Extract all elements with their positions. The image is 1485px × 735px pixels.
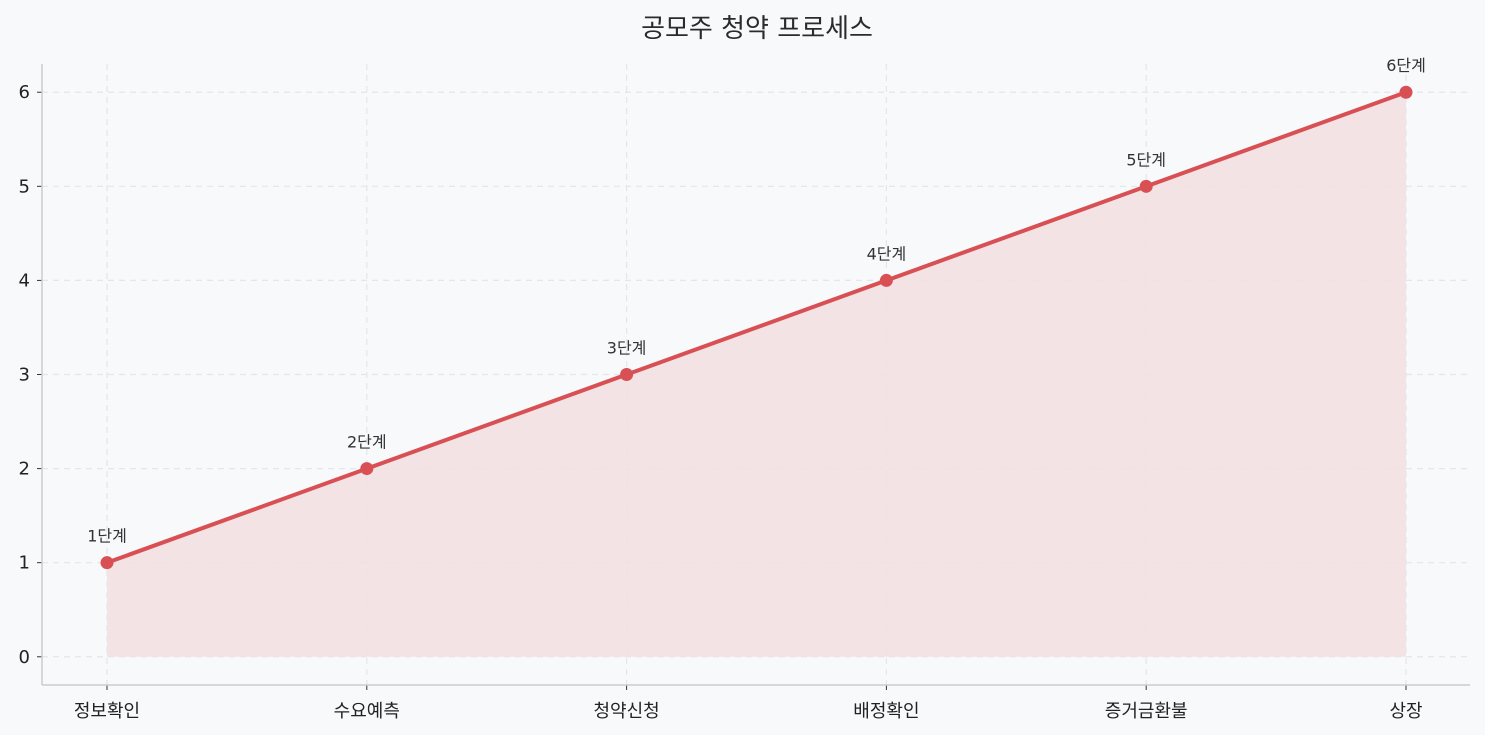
data-label: 1단계 bbox=[87, 527, 127, 546]
data-point bbox=[360, 462, 374, 476]
series-layer bbox=[100, 85, 1413, 570]
x-tick-label: 정보확인 bbox=[74, 701, 140, 722]
x-tick-label: 수요예측 bbox=[334, 701, 400, 722]
data-point bbox=[1139, 179, 1153, 193]
x-tick-label: 증거금환불 bbox=[1105, 701, 1188, 722]
data-label: 5단계 bbox=[1126, 150, 1166, 169]
y-tick-label: 3 bbox=[19, 365, 30, 386]
area-fill bbox=[107, 92, 1406, 657]
axes: 0 1 2 3 4 5 6 정보확인 수요예측 청약신청 배정확인 증거금환불 상장 bbox=[19, 64, 1470, 722]
y-tick-label: 1 bbox=[19, 553, 30, 574]
data-label: 6단계 bbox=[1386, 56, 1426, 75]
x-tick-label: 상장 bbox=[1389, 701, 1422, 722]
chart-title: 공모주 청약 프로세스 bbox=[641, 14, 873, 44]
y-tick-label: 2 bbox=[19, 459, 30, 480]
data-point bbox=[1399, 85, 1413, 99]
data-label: 3단계 bbox=[607, 339, 647, 358]
data-point bbox=[879, 273, 893, 287]
data-point bbox=[620, 368, 634, 381]
series-line bbox=[106, 90, 1407, 565]
x-tick-label: 청약신청 bbox=[593, 701, 659, 722]
data-label: 4단계 bbox=[867, 244, 907, 263]
point-labels-layer: 1단계 2단계 3단계 4단계 5단계 6단계 bbox=[87, 56, 1426, 545]
area-fill-layer bbox=[107, 92, 1406, 657]
x-tick-label: 배정확인 bbox=[853, 701, 919, 722]
y-tick-label: 0 bbox=[19, 647, 30, 668]
y-tick-label: 5 bbox=[19, 176, 30, 197]
data-label: 2단계 bbox=[347, 433, 387, 452]
y-tick-label: 4 bbox=[19, 270, 30, 291]
data-point bbox=[100, 556, 114, 570]
y-tick-label: 6 bbox=[19, 82, 30, 103]
